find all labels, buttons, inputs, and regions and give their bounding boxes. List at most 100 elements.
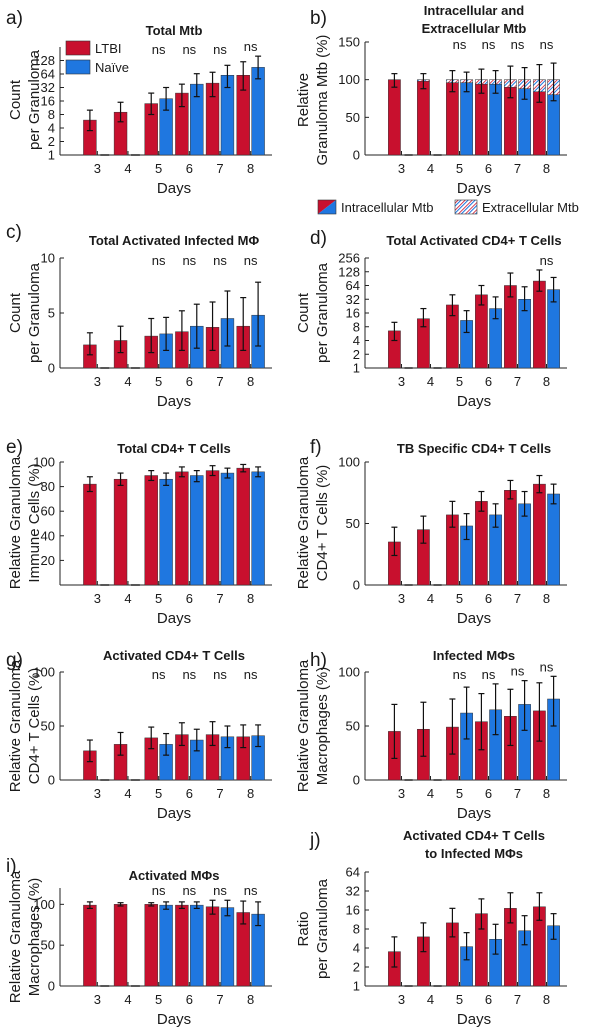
y-tick-label: 20 <box>41 553 55 568</box>
bar-ltbi <box>533 483 546 586</box>
ns-annotation: ns <box>152 883 166 898</box>
y-axis-label: Relative Granuloma CD4+ T Cells (%) <box>7 659 43 792</box>
panel-label: f) <box>310 437 322 458</box>
y-tick-label: 8 <box>353 319 360 334</box>
ns-annotation: ns <box>482 37 496 52</box>
x-tick-label: 3 <box>94 161 101 176</box>
y-axis-label-group: Count per Granuloma <box>7 49 43 150</box>
x-tick-label: 6 <box>485 161 492 176</box>
y-tick-label: 100 <box>33 455 55 470</box>
panel-title: Total Mtb <box>146 23 203 38</box>
y-axis-label-group: Relative Granuloma Macrophages (%) <box>295 659 331 792</box>
y-tick-label: 2 <box>48 134 55 149</box>
panel-label: i) <box>6 856 17 877</box>
x-tick-label: 4 <box>124 161 131 176</box>
y-tick-label: 1 <box>353 361 360 376</box>
panel-label: g) <box>6 650 23 671</box>
x-tick-label: 6 <box>485 374 492 389</box>
ns-annotation: ns <box>213 253 227 268</box>
ns-annotation: ns <box>453 37 467 52</box>
y-tick-label: 128 <box>33 53 55 68</box>
panel-label: j) <box>309 830 321 851</box>
x-tick-label: 3 <box>398 786 405 801</box>
y-axis-label-group: Ratio per Granuloma <box>295 878 331 979</box>
panel-label: c) <box>6 222 22 243</box>
x-tick-label: 7 <box>216 992 223 1007</box>
ns-annotation: ns <box>540 37 554 52</box>
x-axis-label: Days <box>157 1011 191 1028</box>
legend-label-extracellular: Extracellular Mtb <box>482 200 579 215</box>
x-tick-label: 8 <box>247 992 254 1007</box>
x-tick-label: 3 <box>94 591 101 606</box>
bar-naive <box>190 904 204 987</box>
y-tick-label: 100 <box>338 665 360 680</box>
x-tick-label: 8 <box>543 992 550 1007</box>
x-tick-label: 8 <box>247 786 254 801</box>
y-tick-label: 16 <box>41 94 55 109</box>
panel-label: e) <box>6 437 23 458</box>
panel-title: Infected MΦs <box>433 648 515 663</box>
y-tick-label: 2 <box>353 347 360 362</box>
x-tick-label: 4 <box>124 992 131 1007</box>
y-axis-label-group: Count per Granuloma <box>295 262 331 363</box>
x-axis-label: Days <box>157 180 191 197</box>
x-axis-label: Days <box>457 180 491 197</box>
y-tick-label: 0 <box>353 148 360 163</box>
panel-c: c) 0 5 10 3 4 5 ns 6 ns 7 ns 8 ns Total Activated Infe… <box>6 222 272 410</box>
y-tick-label: 1 <box>48 148 55 163</box>
panel-title: Activated CD4+ T Cells to Infected MΦs <box>403 828 545 861</box>
y-tick-label: 10 <box>41 251 55 266</box>
x-tick-label: 7 <box>514 992 521 1007</box>
bar-ltbi <box>504 490 517 586</box>
ns-annotation: ns <box>540 659 554 674</box>
y-tick-label: 0 <box>48 773 55 788</box>
x-tick-label: 5 <box>456 161 463 176</box>
x-tick-label: 5 <box>155 161 162 176</box>
bar-intracellular <box>417 80 430 156</box>
bar-ltbi <box>113 904 128 987</box>
y-tick-label: 32 <box>41 80 55 95</box>
legend-swatch-border <box>317 199 337 215</box>
y-axis-label: Relative Granuloma Mtb (%) <box>295 35 331 166</box>
y-tick-label: 60 <box>41 504 55 519</box>
bar-naive <box>159 904 173 987</box>
x-axis-label: Days <box>157 610 191 627</box>
y-tick-label: 80 <box>41 479 55 494</box>
y-tick-label: 32 <box>346 292 360 307</box>
x-tick-label: 4 <box>124 591 131 606</box>
y-axis-label-group: Relative Granuloma CD4+ T Cells (%) <box>295 456 331 589</box>
panel-title: Total Activated CD4+ T Cells <box>386 233 561 248</box>
bar-ltbi <box>475 501 488 586</box>
ns-annotation: ns <box>182 667 196 682</box>
panel-label: a) <box>6 8 23 29</box>
panel-e: e) 20 40 60 80 100 3 4 5 6 7 8 Total CD4+ T Cells Day… <box>6 437 272 627</box>
x-tick-label: 7 <box>514 374 521 389</box>
y-tick-label: 64 <box>346 278 360 293</box>
bar-intracellular <box>547 94 560 156</box>
x-tick-label: 5 <box>456 374 463 389</box>
legend-label-intracellular: Intracellular Mtb <box>341 200 433 215</box>
y-tick-label: 50 <box>346 719 360 734</box>
x-tick-label: 6 <box>186 374 193 389</box>
y-tick-label: 50 <box>346 110 360 125</box>
ns-annotation: ns <box>182 42 196 57</box>
bar-ltbi <box>504 285 517 369</box>
panel-title: Total CD4+ T Cells <box>117 441 231 456</box>
y-tick-label: 0 <box>48 361 55 376</box>
x-tick-label: 7 <box>216 786 223 801</box>
bar-naive <box>190 475 204 586</box>
bar-ltbi <box>236 467 250 586</box>
x-tick-label: 5 <box>456 786 463 801</box>
bar-ltbi <box>83 904 97 987</box>
x-tick-label: 7 <box>216 161 223 176</box>
y-tick-label: 64 <box>41 67 55 82</box>
bar-ltbi <box>83 483 97 586</box>
y-tick-label: 0 <box>353 773 360 788</box>
ns-annotation: ns <box>213 42 227 57</box>
x-tick-label: 3 <box>94 786 101 801</box>
ns-annotation: ns <box>213 883 227 898</box>
x-tick-label: 5 <box>155 786 162 801</box>
x-tick-label: 4 <box>124 374 131 389</box>
